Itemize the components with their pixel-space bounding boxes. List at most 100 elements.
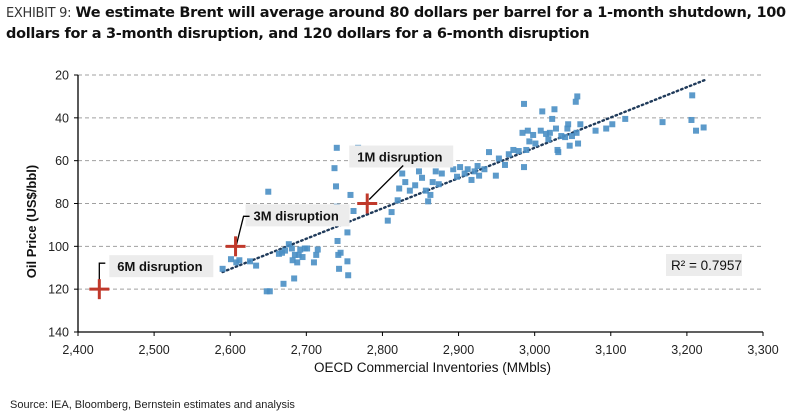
data-point — [406, 187, 413, 194]
data-point — [288, 245, 295, 252]
scenario-annotation: 3M disruption — [225, 204, 350, 257]
data-point — [336, 265, 343, 272]
x-tick-label: 2,800 — [367, 343, 398, 357]
y-tick-label: 100 — [48, 240, 69, 254]
data-point — [568, 133, 575, 140]
data-point — [481, 166, 488, 173]
data-point — [285, 241, 292, 248]
exhibit-label: EXHIBIT 9: — [6, 6, 72, 21]
data-point — [510, 146, 517, 153]
data-point — [565, 121, 572, 128]
data-point — [450, 166, 457, 173]
data-point — [333, 183, 340, 190]
annotations: 6M disruption 3M disruption 1M disruption R… — [89, 145, 742, 300]
data-point — [278, 249, 285, 256]
data-point — [603, 125, 610, 132]
data-point — [396, 185, 403, 192]
data-point — [549, 115, 556, 122]
x-tick-label: 2,600 — [215, 343, 246, 357]
data-point — [546, 129, 553, 136]
x-axis-title: OECD Commercial Inventories (MMbls) — [314, 360, 551, 375]
annotation-label-box — [349, 145, 454, 168]
r-squared-annotation: R² = 0.7957 — [666, 254, 742, 276]
data-point — [545, 136, 552, 143]
source-note: Source: IEA, Bloomberg, Bernstein estima… — [10, 399, 295, 411]
data-point — [574, 93, 581, 100]
x-tick-label: 2,900 — [443, 343, 474, 357]
r-squared-label: R² = 0.7957 — [671, 258, 742, 273]
data-point — [334, 237, 341, 244]
data-point — [555, 149, 562, 156]
chart-title: EXHIBIT 9: We estimate Brent will averag… — [6, 3, 806, 44]
x-tick-label: 3,000 — [519, 343, 550, 357]
data-point — [314, 246, 321, 253]
data-point — [412, 182, 419, 189]
data-point — [521, 100, 528, 107]
data-point — [592, 127, 599, 134]
data-point — [415, 168, 422, 175]
data-point — [543, 130, 550, 137]
annotation-label: 1M disruption — [357, 150, 442, 165]
data-point — [304, 245, 311, 252]
y-tick-label: 140 — [48, 326, 69, 340]
data-point — [291, 275, 298, 282]
data-point — [566, 142, 573, 149]
data-point — [486, 149, 492, 156]
data-point — [425, 198, 432, 205]
data-point — [515, 148, 522, 155]
data-point — [253, 262, 260, 269]
data-point — [572, 98, 579, 105]
data-point — [333, 144, 340, 151]
data-point — [609, 121, 616, 128]
data-point — [265, 188, 272, 195]
data-point — [438, 170, 445, 177]
data-point — [331, 165, 338, 172]
data-point — [659, 119, 666, 126]
data-point — [495, 155, 502, 162]
data-point — [345, 272, 352, 279]
data-point — [501, 161, 508, 168]
data-point — [551, 106, 558, 113]
data-point — [492, 172, 499, 179]
data-point — [476, 172, 483, 179]
data-point — [689, 92, 696, 99]
data-point — [523, 146, 530, 153]
data-point — [539, 108, 546, 115]
x-tick-label: 3,300 — [747, 343, 778, 357]
data-point — [280, 280, 287, 287]
data-point — [289, 257, 296, 264]
data-point — [474, 163, 481, 170]
scenario-annotation: 1M disruption — [349, 145, 454, 214]
data-point — [295, 251, 302, 258]
data-point — [558, 133, 565, 140]
data-point — [297, 246, 304, 253]
x-tick-label: 3,100 — [595, 343, 626, 357]
data-point — [263, 288, 270, 295]
data-point — [313, 251, 320, 258]
data-point — [432, 168, 439, 175]
data-point — [350, 207, 357, 214]
data-point — [335, 251, 342, 258]
data-point — [519, 129, 526, 136]
data-point — [454, 173, 461, 180]
data-point — [344, 229, 351, 236]
title-text: We estimate Brent will average around 80… — [6, 5, 786, 42]
data-point — [521, 164, 528, 171]
data-point — [562, 134, 569, 141]
data-point — [526, 138, 533, 145]
y-tick-label: 20 — [55, 69, 69, 83]
points-group — [219, 92, 707, 295]
data-point — [388, 209, 395, 216]
data-point — [227, 256, 234, 263]
annotation-leader-line — [235, 215, 250, 245]
x-tick-label: 2,400 — [62, 343, 93, 357]
data-point — [693, 127, 700, 134]
r-squared-box — [666, 254, 742, 276]
data-point — [344, 258, 351, 265]
data-point — [422, 187, 429, 194]
data-point — [275, 250, 282, 257]
data-point — [524, 127, 531, 134]
data-point — [236, 257, 243, 264]
data-point — [435, 181, 442, 188]
